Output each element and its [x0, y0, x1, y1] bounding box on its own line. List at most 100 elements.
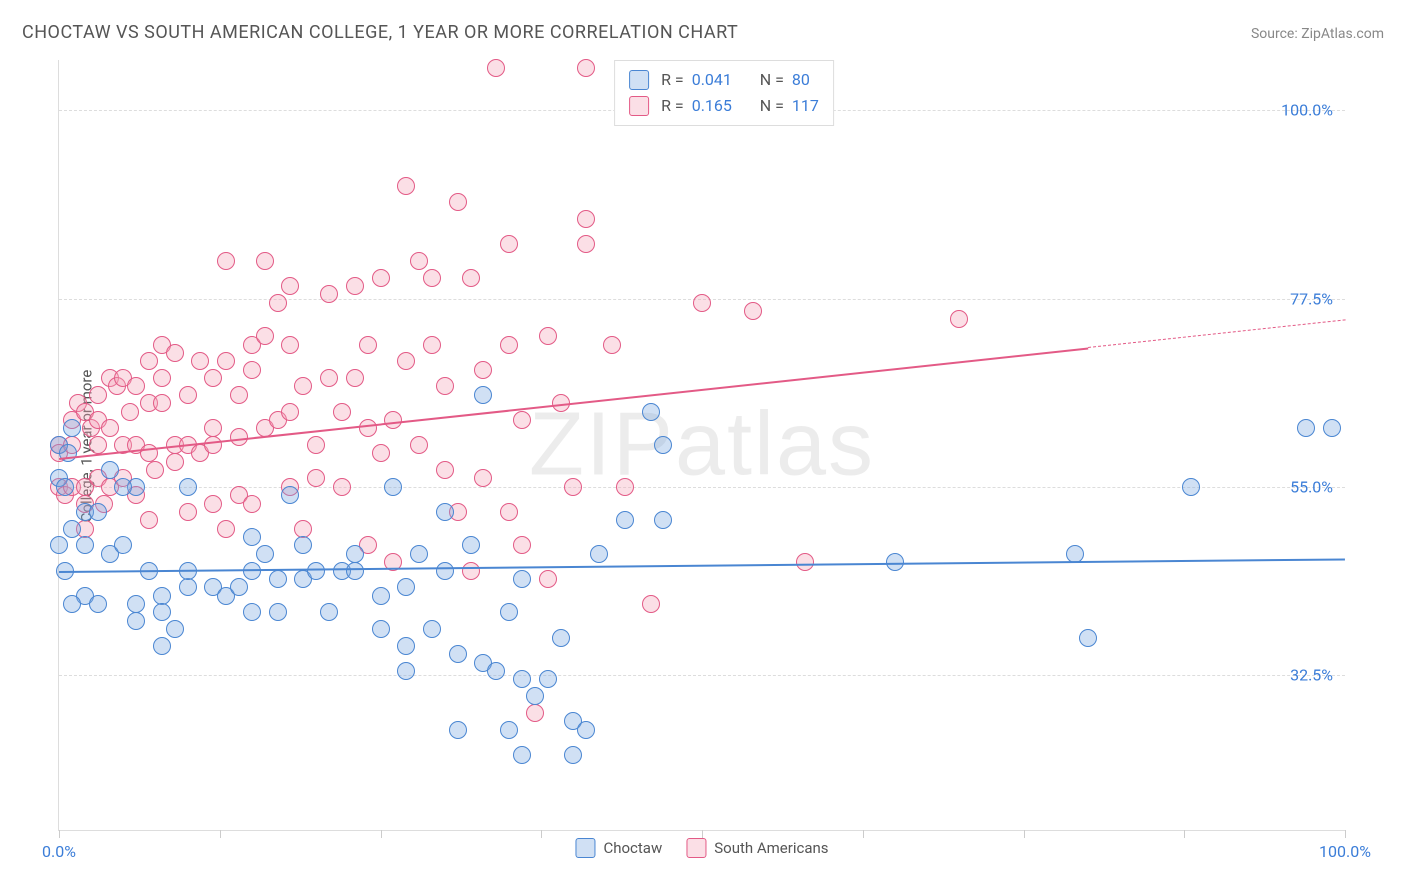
scatter-point: [436, 562, 454, 580]
scatter-point: [410, 252, 428, 270]
scatter-point: [256, 252, 274, 270]
x-tick-mark: [59, 830, 60, 838]
scatter-point: [693, 294, 711, 312]
scatter-point: [539, 570, 557, 588]
gridline: [59, 675, 1345, 676]
series-swatch-icon: [629, 96, 649, 116]
series-swatch-icon: [629, 70, 649, 90]
scatter-point: [269, 603, 287, 621]
scatter-point: [191, 352, 209, 370]
scatter-point: [500, 235, 518, 253]
correlation-stats-box: R = 0.041 N = 80 R = 0.165 N = 117: [614, 60, 834, 126]
scatter-point: [269, 570, 287, 588]
scatter-point: [230, 386, 248, 404]
scatter-point: [179, 578, 197, 596]
scatter-point: [243, 528, 261, 546]
scatter-point: [423, 620, 441, 638]
scatter-point: [153, 394, 171, 412]
scatter-point: [372, 444, 390, 462]
scatter-point: [1323, 419, 1341, 437]
scatter-point: [397, 662, 415, 680]
scatter-point: [76, 536, 94, 554]
x-tick-mark: [1184, 830, 1185, 838]
scatter-point: [153, 637, 171, 655]
scatter-point: [50, 536, 68, 554]
trend-line: [59, 347, 1088, 459]
scatter-point: [372, 620, 390, 638]
scatter-point: [410, 545, 428, 563]
scatter-point: [140, 352, 158, 370]
scatter-point: [744, 302, 762, 320]
scatter-point: [256, 545, 274, 563]
scatter-point: [166, 453, 184, 471]
scatter-point: [950, 310, 968, 328]
scatter-point: [654, 511, 672, 529]
scatter-point: [397, 637, 415, 655]
trend-line: [1088, 319, 1345, 348]
scatter-point: [616, 478, 634, 496]
scatter-point: [500, 603, 518, 621]
scatter-point: [179, 503, 197, 521]
scatter-point: [462, 562, 480, 580]
scatter-point: [281, 486, 299, 504]
chart-plot-area: ZIPatlas R = 0.041 N = 80 R = 0.165 N = …: [58, 60, 1345, 831]
scatter-point: [436, 461, 454, 479]
scatter-point: [603, 336, 621, 354]
x-tick-mark: [541, 830, 542, 838]
scatter-point: [410, 436, 428, 454]
scatter-point: [307, 469, 325, 487]
scatter-point: [320, 603, 338, 621]
scatter-point: [513, 746, 531, 764]
scatter-point: [474, 361, 492, 379]
scatter-point: [372, 587, 390, 605]
scatter-point: [577, 59, 595, 77]
scatter-point: [1182, 478, 1200, 496]
x-tick-mark: [702, 830, 703, 838]
scatter-point: [146, 461, 164, 479]
scatter-point: [436, 503, 454, 521]
scatter-point: [500, 721, 518, 739]
x-tick-mark: [220, 830, 221, 838]
scatter-point: [590, 545, 608, 563]
scatter-point: [63, 419, 81, 437]
scatter-point: [642, 403, 660, 421]
scatter-point: [114, 536, 132, 554]
scatter-point: [121, 403, 139, 421]
scatter-point: [423, 336, 441, 354]
scatter-point: [256, 327, 274, 345]
scatter-point: [513, 670, 531, 688]
scatter-point: [281, 403, 299, 421]
scatter-point: [153, 603, 171, 621]
scatter-point: [127, 612, 145, 630]
scatter-point: [372, 269, 390, 287]
scatter-point: [153, 369, 171, 387]
scatter-point: [294, 536, 312, 554]
scatter-point: [333, 403, 351, 421]
scatter-point: [346, 545, 364, 563]
scatter-point: [346, 277, 364, 295]
scatter-point: [230, 578, 248, 596]
stats-row: R = 0.165 N = 117: [629, 93, 819, 119]
legend-item: South Americans: [686, 838, 828, 858]
legend-item: Choctaw: [575, 838, 662, 858]
scatter-point: [539, 670, 557, 688]
x-tick-mark: [381, 830, 382, 838]
scatter-point: [423, 269, 441, 287]
scatter-point: [564, 478, 582, 496]
stats-row: R = 0.041 N = 80: [629, 67, 819, 93]
scatter-point: [204, 369, 222, 387]
scatter-point: [281, 277, 299, 295]
scatter-point: [500, 336, 518, 354]
scatter-point: [89, 436, 107, 454]
scatter-point: [526, 687, 544, 705]
scatter-point: [359, 419, 377, 437]
y-tick-label: 77.5%: [1290, 289, 1333, 308]
scatter-point: [333, 478, 351, 496]
scatter-point: [63, 595, 81, 613]
scatter-point: [359, 336, 377, 354]
scatter-point: [89, 386, 107, 404]
scatter-point: [384, 411, 402, 429]
scatter-point: [320, 369, 338, 387]
scatter-point: [577, 235, 595, 253]
scatter-point: [320, 285, 338, 303]
